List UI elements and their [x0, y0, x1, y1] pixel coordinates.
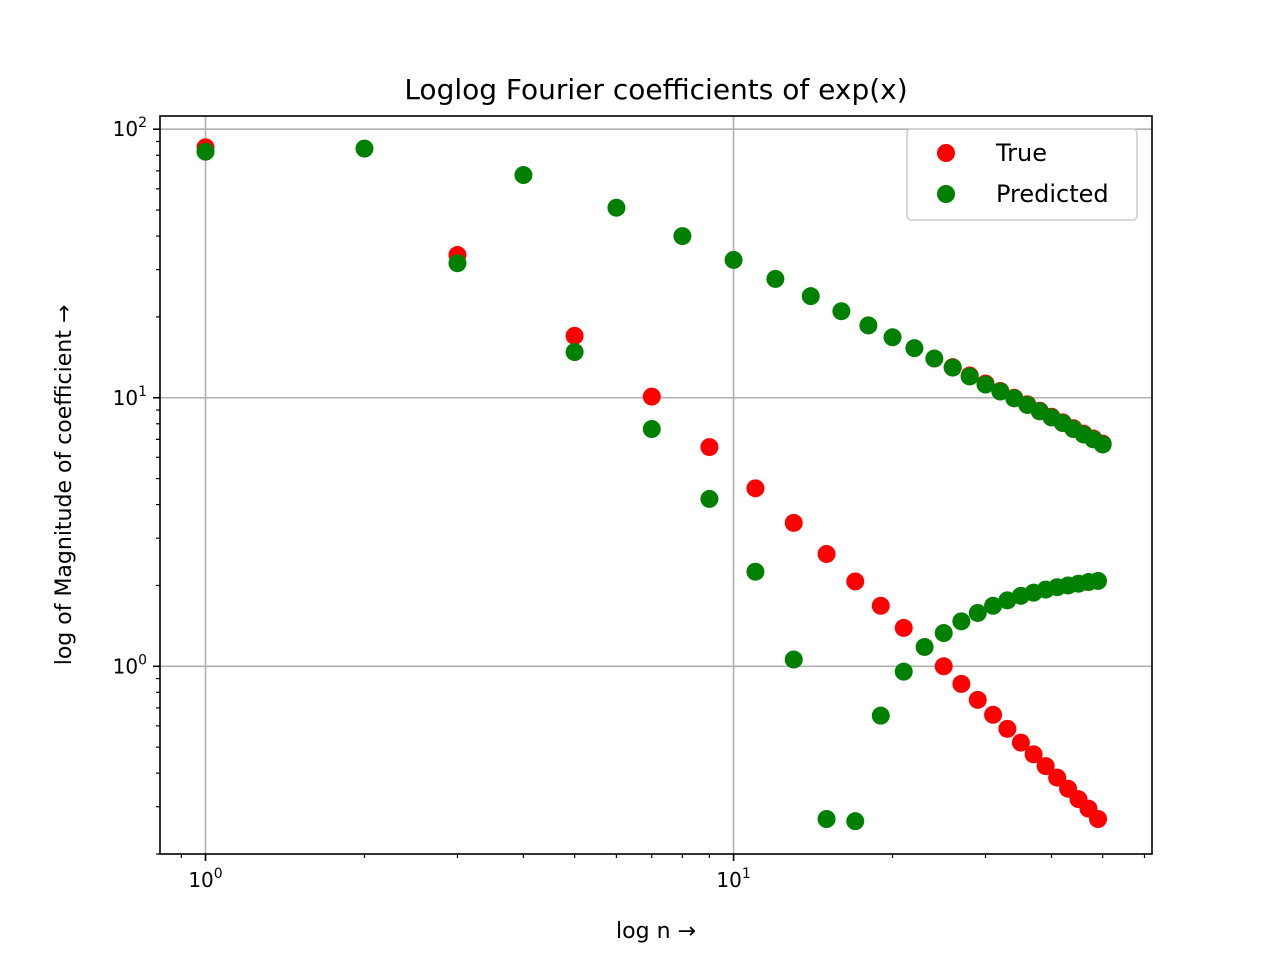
data-point-predicted — [925, 349, 944, 368]
data-point-true — [746, 479, 765, 498]
x-tick-label: 100 — [188, 866, 222, 892]
data-point-predicted — [832, 302, 851, 321]
data-point-predicted — [846, 812, 865, 831]
x-axis-label: log n → — [616, 919, 696, 944]
data-point-true — [784, 513, 803, 532]
data-point-predicted — [355, 139, 374, 158]
legend-label-predicted: Predicted — [996, 180, 1109, 208]
data-point-predicted — [952, 612, 971, 631]
y-tick-label: 101 — [113, 384, 147, 410]
axis-ticks — [153, 128, 1146, 861]
legend-frame — [906, 128, 1138, 221]
data-point-predicted — [943, 358, 962, 377]
data-point-predicted — [746, 562, 765, 581]
legend-label-true: True — [995, 139, 1047, 167]
data-point-predicted — [871, 706, 890, 725]
y-tick-label: 100 — [113, 652, 147, 678]
chart-legend: True Predicted — [906, 128, 1138, 221]
data-point-predicted — [448, 254, 467, 273]
data-point-true — [998, 719, 1017, 738]
legend-marker-true — [937, 144, 955, 162]
data-point-predicted — [1093, 435, 1112, 454]
data-point-true — [846, 572, 865, 591]
axis-tick-labels: 100 101 100 101 102 — [113, 115, 751, 892]
data-point-predicted — [817, 810, 836, 829]
data-point-predicted — [673, 227, 692, 246]
data-point-true — [894, 618, 913, 637]
data-point-predicted — [565, 343, 584, 362]
data-point-predicted — [905, 339, 924, 358]
data-point-predicted — [859, 316, 878, 335]
data-point-predicted — [642, 419, 661, 438]
data-point-true — [934, 657, 953, 676]
data-point-predicted — [883, 328, 902, 347]
data-point-true — [1036, 757, 1055, 776]
data-point-predicted — [784, 650, 803, 669]
data-point-true — [984, 705, 1003, 724]
data-point-true — [1048, 768, 1067, 787]
data-point-true — [1089, 810, 1108, 829]
data-point-true — [642, 387, 661, 406]
data-point-predicted — [1089, 571, 1108, 590]
data-point-predicted — [915, 637, 934, 656]
x-tick-label: 101 — [716, 866, 750, 892]
legend-marker-predicted — [937, 185, 955, 203]
data-point-predicted — [968, 603, 987, 622]
data-point-true — [700, 438, 719, 457]
data-point-predicted — [991, 382, 1010, 401]
data-point-true — [968, 690, 987, 709]
data-point-predicted — [607, 198, 626, 217]
data-point-true — [1024, 745, 1043, 764]
data-point-true — [817, 544, 836, 563]
data-point-true — [952, 674, 971, 693]
grid-lines — [160, 116, 1152, 854]
data-point-predicted — [976, 375, 995, 394]
y-tick-label: 102 — [113, 115, 147, 141]
data-point-predicted — [801, 287, 820, 306]
data-point-predicted — [960, 367, 979, 386]
data-point-predicted — [984, 596, 1003, 615]
data-point-predicted — [894, 662, 913, 681]
y-axis-label: log of Magnitude of coefficient → — [52, 305, 77, 666]
data-point-predicted — [514, 166, 533, 185]
data-point-true — [871, 596, 890, 615]
data-point-predicted — [766, 269, 785, 288]
data-point-true — [1011, 733, 1030, 752]
data-point-predicted — [700, 489, 719, 508]
chart-title: Loglog Fourier coefficients of exp(x) — [404, 73, 907, 106]
data-point-true — [565, 326, 584, 345]
data-point-predicted — [934, 624, 953, 643]
data-points — [196, 138, 1112, 831]
plot-area-frame — [159, 115, 1153, 855]
data-point-predicted — [724, 250, 743, 269]
data-point-predicted — [196, 142, 215, 161]
